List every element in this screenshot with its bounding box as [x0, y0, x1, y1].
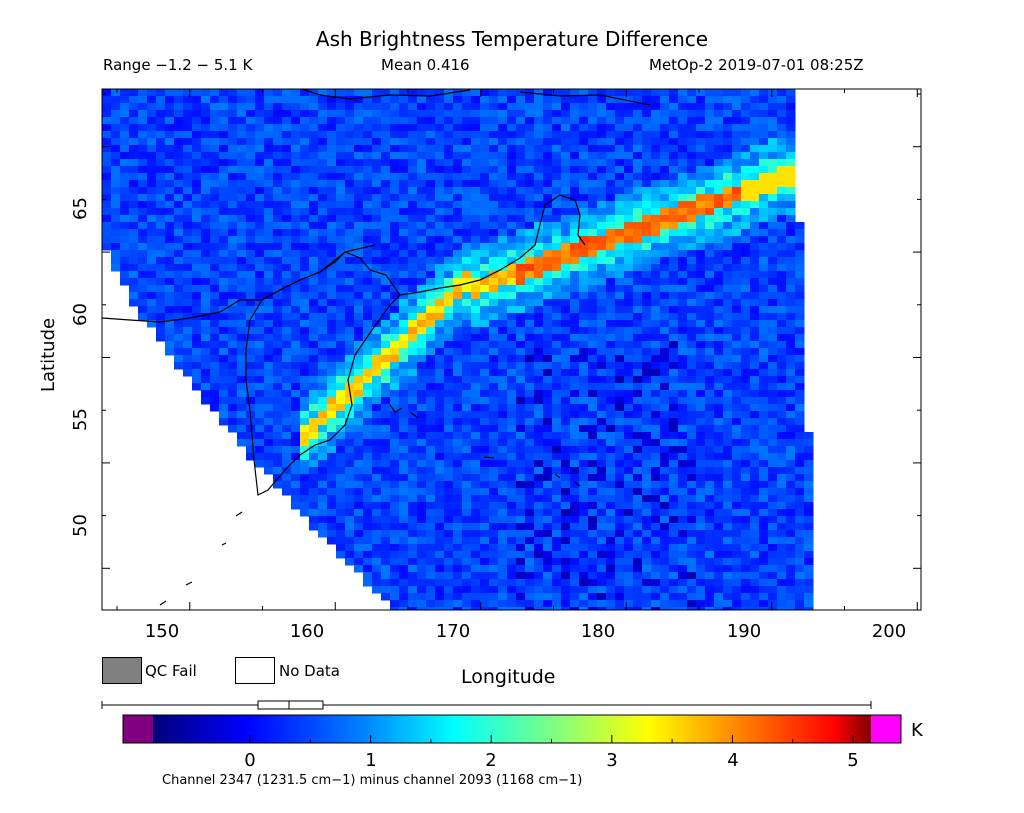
x-tick-label: 190 — [726, 621, 762, 642]
x-axis-label: Longitude — [461, 666, 556, 688]
swath-layer — [102, 89, 814, 610]
y-axis-label: Latitude — [38, 317, 59, 392]
coastline-chukotka — [301, 89, 651, 106]
coastline-layer — [102, 89, 651, 606]
colorbar-frame — [122, 714, 902, 744]
colorbar-underflow — [123, 715, 153, 743]
y-tick-label: 65 — [70, 197, 91, 220]
x-tick-label: 160 — [289, 621, 325, 642]
colorbar-unit: K — [911, 720, 923, 741]
no-data-label: No Data — [279, 662, 340, 680]
colorbar-tick-label: 0 — [244, 750, 256, 771]
coastline-siberia — [102, 194, 586, 323]
x-tick-label: 200 — [871, 621, 907, 642]
y-tick-label: 60 — [70, 303, 91, 326]
qc-fail-swatch — [102, 657, 142, 684]
colorbar-tick-label: 2 — [485, 750, 497, 771]
colorbar-gradient — [153, 715, 871, 743]
colorbar-tick-label: 4 — [727, 750, 739, 771]
tick-marks — [102, 89, 921, 610]
source-label: MetOp-2 2019-07-01 08:25Z — [649, 56, 864, 74]
colorbar-overflow — [871, 715, 901, 743]
colorbar-caption: Channel 2347 (1231.5 cm−1) minus channel… — [162, 773, 583, 788]
colorbar-tick-label: 5 — [847, 750, 859, 771]
colorbar-tick-label: 3 — [606, 750, 618, 771]
mean-label: Mean 0.416 — [381, 56, 470, 74]
plot-frame — [101, 88, 922, 611]
x-tick-label: 150 — [144, 621, 180, 642]
x-tick-label: 180 — [580, 621, 616, 642]
range-indicator-box — [257, 700, 324, 710]
y-tick-label: 55 — [70, 408, 91, 431]
colorbar-tick-label: 1 — [365, 750, 377, 771]
x-tick-label: 170 — [435, 621, 471, 642]
coastline-islands — [159, 404, 581, 606]
range-label: Range −1.2 − 5.1 K — [103, 56, 253, 74]
no-data-swatch — [235, 657, 275, 684]
colorbar-ticks — [249, 735, 854, 743]
chart-title: Ash Brightness Temperature Difference — [315, 27, 709, 51]
y-tick-label: 50 — [70, 514, 91, 537]
qc-fail-label: QC Fail — [145, 662, 197, 680]
